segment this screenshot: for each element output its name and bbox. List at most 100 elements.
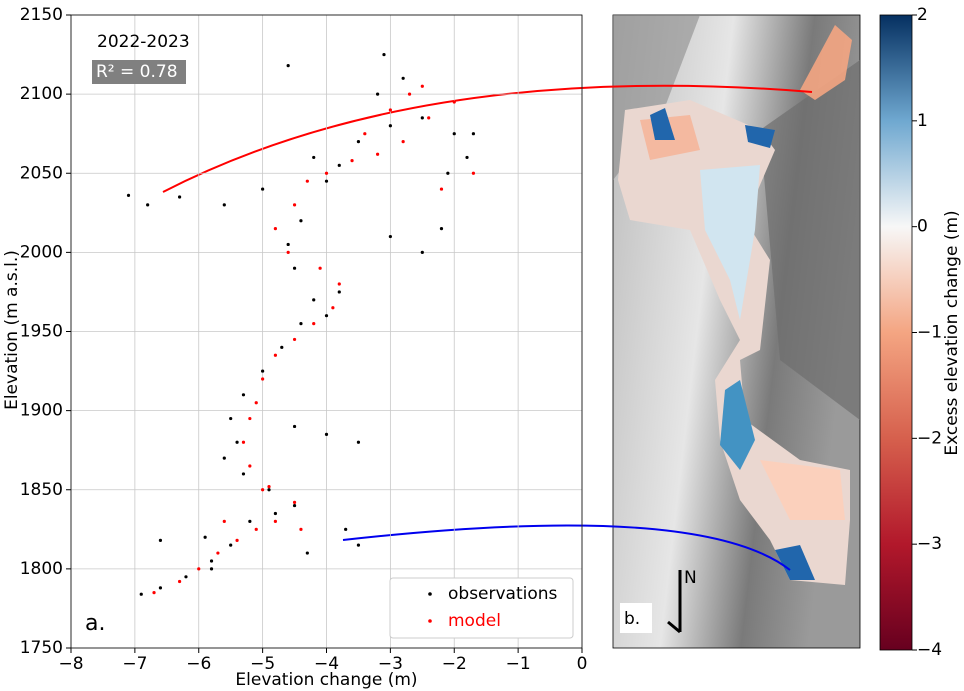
data-point: [446, 171, 450, 175]
data-point: [356, 543, 361, 547]
data-point: [254, 527, 258, 531]
data-point: [337, 290, 341, 294]
data-point: [324, 179, 329, 183]
data-point: [324, 314, 329, 318]
colorbar-tick-label: 0: [917, 217, 928, 237]
data-point: [312, 155, 316, 160]
data-point: [356, 440, 361, 444]
data-point: [286, 242, 290, 247]
data-point: [312, 321, 316, 326]
data-point: [126, 193, 131, 198]
y-tick-label: 1950: [20, 322, 63, 342]
data-point: [465, 155, 469, 160]
y-tick-label: 2150: [20, 5, 63, 25]
data-point: [401, 140, 405, 144]
data-point: [241, 472, 246, 476]
legend-label: observations: [448, 584, 558, 604]
data-point: [401, 76, 405, 80]
map-panel-label: b.: [624, 609, 640, 629]
data-point: [376, 92, 380, 96]
data-point: [146, 203, 150, 207]
data-point: [261, 377, 265, 381]
data-point: [331, 306, 335, 310]
data-point: [222, 203, 226, 207]
data-point: [222, 456, 226, 460]
y-tick-label: 1900: [20, 401, 63, 421]
data-point: [229, 543, 233, 547]
data-point: [356, 140, 361, 144]
data-point: [292, 500, 297, 505]
x-tick-label: −1: [506, 654, 531, 674]
data-point: [209, 567, 214, 571]
map-panel: [612, 14, 861, 649]
x-tick-label: −4: [314, 654, 339, 674]
r2-box: [92, 60, 186, 84]
data-point: [286, 64, 290, 68]
data-point: [158, 586, 163, 590]
data-point: [292, 266, 297, 270]
colorbar-tick-label: −3: [917, 534, 942, 554]
x-tick-label: −2: [442, 654, 467, 674]
data-point: [388, 108, 392, 112]
data-point: [324, 432, 329, 436]
data-point: [407, 92, 412, 96]
data-point: [235, 440, 239, 444]
data-point: [324, 171, 329, 175]
data-point: [177, 579, 182, 584]
data-point: [273, 519, 277, 524]
data-point: [471, 171, 476, 175]
data-point: [427, 116, 431, 120]
data-point: [299, 219, 303, 223]
data-point: [388, 234, 392, 239]
data-point: [286, 250, 290, 254]
data-point: [267, 488, 271, 492]
data-point: [318, 266, 322, 270]
y-tick-label: 1800: [20, 559, 63, 579]
data-point: [350, 158, 354, 163]
y-axis-label: Elevation (m a.s.l.): [2, 250, 22, 410]
data-point: [273, 511, 277, 516]
data-point: [273, 353, 277, 357]
panel-label: a.: [85, 611, 105, 636]
colorbar-tick-label: 1: [917, 111, 928, 131]
data-point: [471, 132, 476, 136]
data-point: [158, 538, 163, 542]
x-tick-label: −6: [186, 654, 211, 674]
data-point: [344, 527, 348, 531]
data-point: [248, 416, 252, 421]
data-point: [337, 282, 341, 286]
data-point: [229, 416, 233, 421]
data-point: [452, 100, 456, 104]
data-point: [337, 163, 341, 167]
data-point: [292, 203, 297, 207]
data-point: [261, 187, 265, 191]
colorbar-tick-label: 2: [917, 5, 928, 25]
x-axis-label: Elevation change (m): [235, 670, 417, 690]
period-annotation: 2022-2023: [97, 32, 190, 52]
data-point: [235, 538, 239, 542]
data-point: [439, 227, 444, 231]
r2-annotation: R² = 0.78: [96, 62, 178, 82]
data-point: [139, 592, 143, 596]
data-point: [241, 393, 246, 397]
data-point: [248, 519, 252, 524]
data-point: [254, 401, 258, 405]
colorbar: [879, 14, 913, 651]
x-tick-label: −7: [122, 654, 147, 674]
x-tick-label: −8: [58, 654, 83, 674]
legend-box: [389, 577, 574, 639]
data-point: [248, 464, 252, 468]
data-point: [261, 488, 265, 492]
legend-marker: [428, 592, 432, 596]
data-point: [305, 179, 309, 183]
data-point: [312, 298, 316, 302]
data-point: [376, 152, 380, 156]
data-point: [261, 369, 265, 373]
y-tick-label: 2050: [20, 163, 63, 183]
y-tick-label: 1850: [20, 480, 63, 500]
link-arrow: [342, 524, 791, 571]
y-tick-label: 2100: [20, 84, 63, 104]
data-point: [273, 227, 277, 231]
data-point: [420, 116, 424, 120]
